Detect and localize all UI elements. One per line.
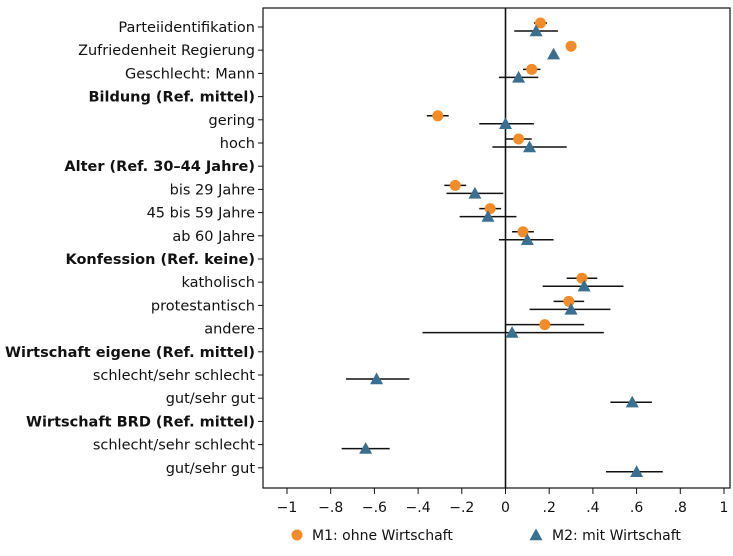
row-label: protestantisch xyxy=(151,298,255,314)
legend-label: M1: ohne Wirtschaft xyxy=(312,528,453,544)
point-estimate-triangle xyxy=(625,395,639,408)
point-estimate-circle xyxy=(432,110,444,122)
point-estimate-triangle xyxy=(370,372,384,385)
x-tick-label: .6 xyxy=(630,500,643,516)
row-label: 45 bis 59 Jahre xyxy=(147,206,256,222)
point-estimate-triangle xyxy=(359,442,373,454)
point-estimate-triangle xyxy=(505,326,519,338)
point-estimate-triangle xyxy=(630,465,644,477)
legend-marker-circle xyxy=(291,529,303,541)
legend-label: M2: mit Wirtschaft xyxy=(552,528,681,544)
point-estimate-triangle xyxy=(512,70,526,83)
point-estimate-triangle xyxy=(481,210,495,222)
row-label: gut/sehr gut xyxy=(166,461,256,477)
point-estimate-triangle xyxy=(547,47,561,60)
point-estimate-triangle xyxy=(577,279,591,292)
point-estimate-circle xyxy=(517,226,529,238)
point-estimate-triangle xyxy=(564,302,578,315)
point-estimate-triangle xyxy=(523,140,537,153)
x-tick-label: −.4 xyxy=(406,500,431,516)
group-header-label: Konfession (Ref. keine) xyxy=(65,252,255,268)
group-header-label: Wirtschaft eigene (Ref. mittel) xyxy=(5,345,255,361)
point-estimate-circle xyxy=(513,133,525,145)
row-label: schlecht/sehr schlecht xyxy=(93,438,255,454)
x-tick-label: 1 xyxy=(720,500,729,516)
row-label: schlecht/sehr schlecht xyxy=(93,368,255,384)
legend-marker-triangle xyxy=(529,528,543,541)
point-estimate-circle xyxy=(484,203,496,215)
group-header-label: Alter (Ref. 30–44 Jahre) xyxy=(64,159,255,175)
x-tick-label: 0 xyxy=(501,500,510,516)
x-tick-label: −.6 xyxy=(362,500,387,516)
row-label: gut/sehr gut xyxy=(166,391,256,407)
point-estimate-circle xyxy=(449,179,461,191)
point-estimate-triangle xyxy=(468,186,482,199)
point-estimate-circle xyxy=(539,319,551,331)
row-label: gering xyxy=(208,113,255,129)
row-label: andere xyxy=(204,322,255,338)
x-tick-label: .4 xyxy=(586,500,599,516)
row-label: bis 29 Jahre xyxy=(170,182,255,198)
legend-item: M2: mit Wirtschaft xyxy=(529,528,681,544)
plot-frame xyxy=(262,7,731,489)
point-estimate-circle xyxy=(576,272,588,284)
x-tick-label: .8 xyxy=(674,500,687,516)
point-estimate-triangle xyxy=(499,117,512,129)
point-estimate-circle xyxy=(526,63,538,75)
row-label: Geschlecht: Mann xyxy=(125,66,255,82)
series-1 xyxy=(426,17,598,331)
point-estimate-circle xyxy=(563,295,575,307)
legend-item: M1: ohne Wirtschaft xyxy=(291,528,453,544)
group-header-label: Bildung (Ref. mittel) xyxy=(88,90,255,106)
row-label: ab 60 Jahre xyxy=(172,229,255,245)
x-tick-label: −.2 xyxy=(449,500,474,516)
group-header-label: Wirtschaft BRD (Ref. mittel) xyxy=(26,414,255,430)
series-2 xyxy=(341,24,663,477)
point-estimate-triangle xyxy=(520,233,534,245)
row-label: hoch xyxy=(220,136,255,152)
x-tick-label: −.8 xyxy=(318,500,343,516)
row-label: Parteiidentifikation xyxy=(118,20,255,36)
point-estimate-circle xyxy=(534,17,546,29)
point-estimate-circle xyxy=(565,40,577,52)
row-label: katholisch xyxy=(181,275,255,291)
point-estimate-triangle xyxy=(529,24,543,37)
x-tick-label: .2 xyxy=(543,500,556,516)
row-label: Zufriedenheit Regierung xyxy=(78,43,255,59)
x-tick-label: −1 xyxy=(277,500,298,516)
